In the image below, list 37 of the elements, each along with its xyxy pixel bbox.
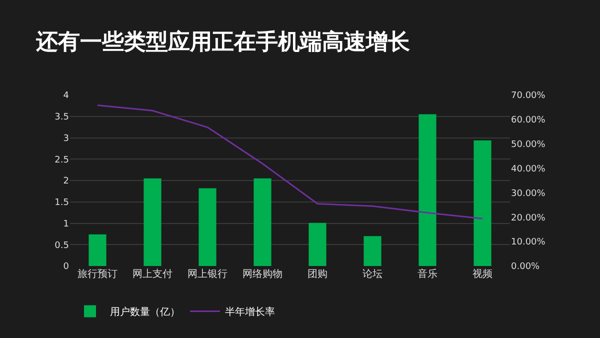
bar — [418, 114, 436, 266]
y2-tick-label: 40.00% — [511, 164, 546, 174]
legend-label: 半年增长率 — [225, 306, 275, 318]
y-tick-label: 3 — [63, 134, 69, 144]
y2-tick-label: 0.00% — [511, 262, 540, 272]
bar — [364, 236, 382, 266]
legend-label: 用户数量（亿） — [110, 306, 180, 318]
y2-tick-label: 10.00% — [511, 238, 546, 248]
y-tick-label: 3.5 — [54, 112, 69, 123]
bar — [198, 188, 216, 266]
chart-title: 还有一些类型应用正在手机端高速增长 — [35, 29, 411, 56]
y-tick-label: 2 — [63, 176, 69, 187]
y2-tick-label: 60.00% — [511, 116, 546, 126]
y-tick-label: 1 — [63, 219, 69, 230]
bar — [474, 140, 492, 266]
y2-tick-label: 70.00% — [511, 91, 546, 102]
x-tick-label: 论坛 — [362, 268, 382, 280]
bar — [308, 222, 326, 266]
line-series — [96, 104, 484, 220]
x-tick-label: 旅行预订 — [78, 268, 118, 280]
bar — [254, 178, 272, 266]
y2-tick-label: 30.00% — [511, 188, 546, 199]
x-tick-label: 视频 — [472, 268, 492, 280]
y-tick-label: 1.5 — [54, 198, 69, 208]
y-tick-label: 4 — [63, 91, 70, 102]
y-tick-label: 0.5 — [54, 240, 69, 251]
y-tick-label: 2.5 — [54, 155, 69, 166]
x-tick-label: 网上支付 — [132, 268, 172, 280]
y-tick-label: 0 — [63, 262, 70, 272]
x-tick-label: 网上银行 — [188, 268, 228, 280]
y2-tick-label: 20.00% — [511, 213, 546, 224]
y2-tick-label: 50.00% — [511, 140, 546, 150]
x-tick-label: 团购 — [308, 269, 328, 280]
x-tick-label: 网络购物 — [242, 268, 282, 280]
bar — [88, 234, 106, 266]
x-tick-label: 音乐 — [418, 268, 438, 280]
bar — [144, 178, 162, 266]
